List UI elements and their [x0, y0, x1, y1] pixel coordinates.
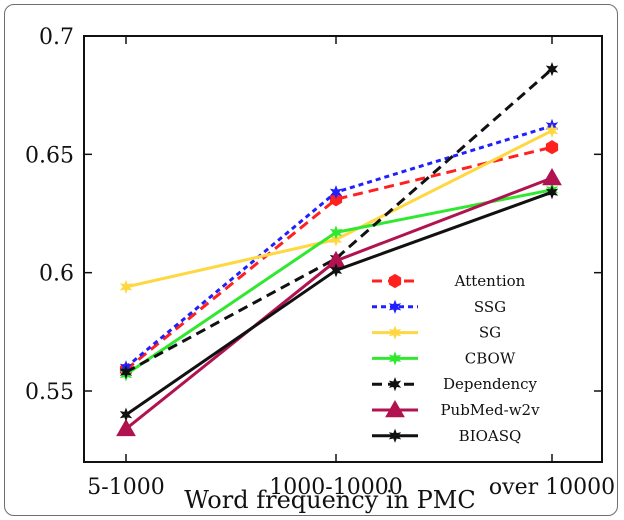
y-tick-label: 0.55 — [25, 380, 74, 405]
figure-frame — [4, 4, 618, 516]
legend-marker — [388, 273, 402, 289]
series-lines — [116, 61, 562, 437]
data-point — [116, 418, 136, 437]
y-tick-label: 0.6 — [39, 262, 74, 287]
x-axis-label: Word frequency in PMC — [184, 486, 475, 514]
legend-marker — [388, 299, 402, 314]
legend-item: Attention — [372, 272, 526, 290]
legend-label: PubMed-w2v — [440, 401, 540, 419]
legend-label: Dependency — [443, 375, 538, 393]
data-point — [545, 185, 559, 200]
y-axis: 0.55 0.6 0.65 0.7 — [25, 25, 602, 405]
series-bioasq — [119, 185, 559, 422]
data-point — [545, 61, 559, 77]
legend-item: SG — [372, 324, 501, 342]
legend: Attention SSG SG CBOW Dependency PubMed-w2v BI… — [372, 272, 540, 445]
data-point — [329, 263, 343, 278]
y-tick-label: 0.7 — [39, 25, 74, 50]
legend-label: CBOW — [465, 349, 516, 367]
x-tick-label: 5-1000 — [87, 475, 164, 500]
legend-item: Dependency — [372, 375, 538, 393]
data-point — [542, 167, 562, 186]
plot-area — [83, 35, 603, 463]
legend-marker — [385, 399, 405, 418]
legend-marker — [388, 325, 402, 340]
x-tick-label: 1000-10000 — [269, 475, 402, 500]
legend-item: BIOASQ — [372, 427, 521, 445]
data-point — [119, 364, 133, 380]
data-point — [329, 225, 343, 240]
data-point — [119, 279, 133, 295]
legend-marker — [388, 351, 402, 366]
y-tick-label: 0.65 — [25, 143, 74, 168]
legend-item: SSG — [372, 298, 506, 316]
legend-marker — [388, 377, 402, 392]
legend-item: PubMed-w2v — [372, 399, 540, 419]
data-point — [545, 140, 559, 155]
data-point — [119, 407, 133, 422]
plot-border — [83, 35, 603, 463]
legend-label: Attention — [454, 272, 526, 290]
legend-label: BIOASQ — [459, 427, 522, 445]
x-axis: 5-1000 1000-10000 over 10000 — [87, 36, 615, 500]
legend-label: SG — [479, 324, 501, 342]
legend-item: CBOW — [372, 349, 516, 367]
legend-label: SSG — [474, 298, 506, 316]
legend-marker — [388, 428, 402, 443]
series-line — [125, 145, 553, 371]
data-point — [545, 123, 559, 138]
data-point — [329, 185, 343, 200]
x-tick-label: over 10000 — [489, 475, 615, 500]
series-pubmed-w2v — [116, 167, 562, 437]
